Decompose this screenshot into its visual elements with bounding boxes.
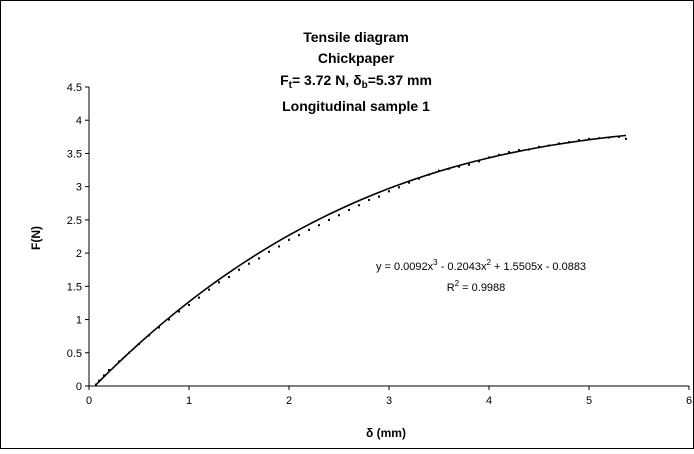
equation-exponent-1: 3	[433, 258, 438, 267]
chart-title-line-1: Tensile diagram	[303, 29, 409, 45]
data-point	[348, 208, 350, 211]
chart-title-line-2: Chickpaper	[318, 50, 395, 66]
title-delta-value: =5.37 mm	[368, 72, 432, 88]
equation-part-1: y = 0.0092x	[376, 261, 434, 273]
tick-group: 0 1 2 3 4 5 6 0 0.5 1 1.5 2 2.5 3 3.5 4 4.5	[67, 82, 692, 407]
data-point	[578, 139, 580, 142]
data-point	[508, 151, 510, 154]
data-point	[318, 224, 320, 227]
data-point	[398, 186, 400, 189]
data-point	[588, 137, 590, 140]
data-point	[468, 163, 470, 166]
data-point	[198, 296, 200, 299]
data-point	[258, 257, 260, 260]
data-point	[298, 234, 300, 237]
data-point	[388, 190, 390, 193]
data-point	[338, 214, 340, 217]
y-tick-label: 1	[76, 315, 82, 327]
r2-exponent: 2	[455, 279, 460, 288]
data-point	[228, 276, 230, 279]
data-point	[308, 228, 310, 231]
data-point	[158, 326, 160, 329]
title-delta-subscript: b	[362, 80, 368, 91]
data-point	[358, 204, 360, 207]
data-point	[378, 195, 380, 198]
data-point	[478, 160, 480, 163]
data-point	[218, 281, 220, 284]
data-point	[408, 181, 410, 184]
data-point	[625, 137, 627, 140]
x-tick-label: 4	[486, 395, 492, 407]
y-tick-label: 4	[76, 115, 82, 127]
data-point	[238, 268, 240, 271]
x-tick-label: 1	[186, 395, 192, 407]
y-axis-title: F(N)	[29, 226, 43, 250]
y-tick-label: 0	[76, 381, 82, 393]
equation-exponent-2: 2	[487, 258, 492, 267]
x-tick-label: 3	[386, 395, 392, 407]
y-tick-label: 2	[76, 248, 82, 260]
data-point	[208, 288, 210, 291]
data-point	[268, 250, 270, 253]
x-tick-label: 2	[286, 395, 292, 407]
x-tick-label: 0	[86, 395, 92, 407]
trendline-equation: y = 0.0092x3 - 0.2043x2 + 1.5505x - 0.08…	[376, 258, 586, 273]
x-tick-label: 6	[686, 395, 692, 407]
data-point	[458, 165, 460, 168]
data-point	[418, 177, 420, 180]
r2-symbol: R	[447, 282, 455, 294]
trendline-r-squared: R2 = 0.9988	[447, 279, 506, 294]
y-tick-label: 0.5	[67, 348, 82, 360]
data-point	[178, 310, 180, 313]
trendline	[95, 134, 627, 386]
x-axis-title: δ (mm)	[366, 426, 406, 440]
data-point	[168, 318, 170, 321]
data-point	[368, 198, 370, 201]
data-point	[188, 303, 190, 306]
chart-title-line-4: Longitudinal sample 1	[282, 98, 430, 114]
equation-part-2: - 0.2043x	[438, 261, 487, 273]
title-ft-value: = 3.72 N,	[292, 72, 353, 88]
title-ft-symbol: F	[280, 72, 289, 88]
y-tick-label: 3	[76, 182, 82, 194]
title-ft-subscript: t	[289, 80, 293, 91]
title-delta-symbol: δ	[353, 72, 362, 88]
r2-value: = 0.9988	[459, 282, 505, 294]
chart-title-line-3: Ft= 3.72 N, δb=5.37 mm	[280, 72, 432, 91]
data-point	[248, 262, 250, 265]
data-point	[288, 238, 290, 241]
equation-part-3: + 1.5505x - 0.0883	[491, 261, 586, 273]
data-point	[103, 374, 105, 377]
y-tick-label: 2.5	[67, 215, 82, 227]
data-point	[328, 218, 330, 221]
x-tick-label: 5	[586, 395, 592, 407]
y-tick-label: 3.5	[67, 148, 82, 160]
y-tick-label: 1.5	[67, 281, 82, 293]
data-point	[108, 369, 110, 372]
y-tick-label: 4.5	[67, 82, 82, 94]
data-point	[518, 149, 520, 152]
data-point	[278, 245, 280, 248]
